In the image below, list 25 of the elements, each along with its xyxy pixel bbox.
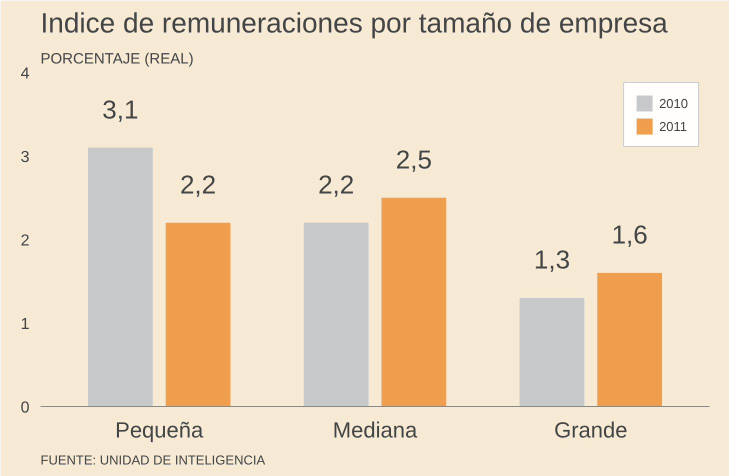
x-tick-label: Mediana — [332, 418, 418, 442]
source-note: FUENTE: UNIDAD DE INTELIGENCIA — [40, 452, 266, 468]
bar — [520, 298, 584, 406]
data-label: 1,3 — [534, 244, 570, 275]
bar — [166, 222, 230, 406]
y-tick-label: 3 — [20, 149, 30, 166]
legend-label: 2011 — [659, 118, 688, 134]
y-tick-label: 0 — [20, 400, 30, 416]
chart-title: Indice de remuneraciones por tamaño de empresa — [40, 8, 668, 38]
x-tick-label: Pequeña — [115, 418, 204, 442]
data-label: 2,2 — [180, 170, 216, 200]
bar — [381, 198, 446, 406]
y-tick-label: 2 — [20, 232, 30, 250]
bar — [88, 148, 153, 406]
y-tick-label: 1 — [20, 316, 30, 333]
data-label: 3,1 — [102, 94, 138, 124]
y-tick-label: 4 — [20, 66, 30, 82]
x-tick-label: Grande — [554, 418, 628, 442]
legend-label: 2010 — [659, 96, 688, 110]
bar — [597, 272, 662, 406]
chart-subtitle: PORCENTAJE (REAL) — [40, 50, 194, 68]
data-label: 1,6 — [612, 220, 648, 250]
data-label: 2,5 — [396, 144, 432, 175]
bar — [304, 222, 369, 406]
data-label: 2,2 — [318, 170, 354, 200]
